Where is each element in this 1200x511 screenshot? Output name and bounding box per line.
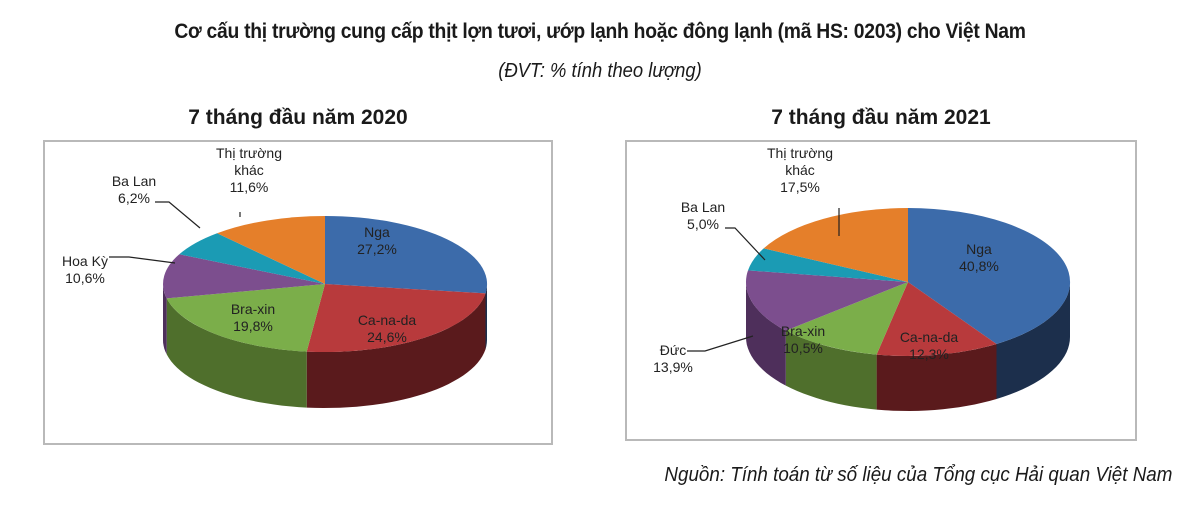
- pie-slice-ca-na-da: [876, 282, 997, 357]
- chart-title-2020: 7 tháng đầu năm 2020: [188, 106, 408, 129]
- pie-labels: Nga 40,8% Ca-na-da 12,3% Bra-xin 10,5% Đức 13,9…: [653, 145, 999, 375]
- pie-side-hoa-ky: [163, 284, 167, 355]
- data-label-ba-lan: Ba Lan 6,2%: [112, 173, 156, 206]
- data-label-thi-truong-khac: Thị trường khác 17,5%: [767, 145, 833, 195]
- pie-slice-nga: [325, 216, 488, 294]
- main-title: Cơ cấu thị trường cung cấp thịt lợn tươi…: [174, 20, 1026, 43]
- pie-slice-ba-lan: [748, 248, 908, 282]
- leader-line-hoa-ky: [109, 256, 176, 264]
- pie-top-faces: [745, 208, 1071, 357]
- pie-top-faces: [163, 216, 488, 353]
- pie-side-ca-na-da: [876, 344, 997, 411]
- pie-side-nga: [996, 282, 1070, 399]
- data-label-thi-truong-khac: Thị trường khác 11,6%: [216, 145, 282, 195]
- pie-svg-2021: Nga 40,8% Ca-na-da 12,3% Bra-xin 10,5% Đức 13,9…: [653, 145, 1071, 411]
- data-label-bra-xin: Bra-xin 10,5%: [781, 323, 825, 356]
- pie-side-walls: [746, 282, 1070, 411]
- pie-slice-nga: [908, 208, 1071, 344]
- data-label-ca-na-da: Ca-na-da 12,3%: [900, 329, 959, 362]
- data-label-hoa-ky: Hoa Kỳ 10,6%: [62, 253, 108, 286]
- leader-line-duc: [687, 335, 754, 352]
- pie-side-nga: [485, 284, 487, 350]
- source-note: Nguồn: Tính toán từ số liệu của Tổng cục…: [664, 464, 1172, 486]
- pie-slice-bra-xin: [166, 284, 325, 352]
- chart-title-2021: 7 tháng đầu năm 2021: [771, 106, 991, 129]
- data-label-nga: Nga 27,2%: [357, 224, 397, 257]
- pie-slice-ca-na-da: [306, 284, 486, 353]
- pie-slice-thi-truong-khac: [763, 208, 908, 282]
- pie-side-walls: [163, 284, 487, 408]
- leader-line-ba-lan: [725, 227, 766, 261]
- leader-line-ba-lan: [155, 201, 201, 229]
- data-label-duc: Đức 13,9%: [653, 342, 693, 375]
- pie-slice-duc: [745, 270, 908, 331]
- data-label-nga: Nga 40,8%: [959, 241, 999, 274]
- pie-chart-2021: Nga 40,8% Ca-na-da 12,3% Bra-xin 10,5% Đức 13,9…: [625, 140, 1137, 441]
- pie-side-bra-xin: [166, 298, 307, 408]
- pie-svg-2020: Nga 27,2% Ca-na-da 24,6% Bra-xin 19,8% Hoa Kỳ 1…: [62, 145, 488, 408]
- pie-slice-bra-xin: [785, 282, 908, 355]
- data-label-bra-xin: Bra-xin 19,8%: [231, 301, 275, 334]
- pie-slice-thi-truong-khac: [217, 216, 325, 284]
- pie-side-ca-na-da: [306, 293, 486, 408]
- pie-labels: Nga 27,2% Ca-na-da 24,6% Bra-xin 19,8% Hoa Kỳ 1…: [62, 145, 416, 345]
- data-label-ba-lan: Ba Lan 5,0%: [681, 199, 725, 232]
- data-label-ca-na-da: Ca-na-da 24,6%: [358, 312, 417, 345]
- pie-slice-hoa-ky: [163, 254, 325, 299]
- pie-side-bra-xin: [785, 330, 877, 410]
- pie-side-duc: [746, 282, 786, 386]
- pie-chart-2020: Nga 27,2% Ca-na-da 24,6% Bra-xin 19,8% Hoa Kỳ 1…: [43, 140, 553, 445]
- pie-slice-ba-lan: [179, 233, 325, 284]
- unit-subtitle: (ĐVT: % tính theo lượng): [498, 60, 702, 82]
